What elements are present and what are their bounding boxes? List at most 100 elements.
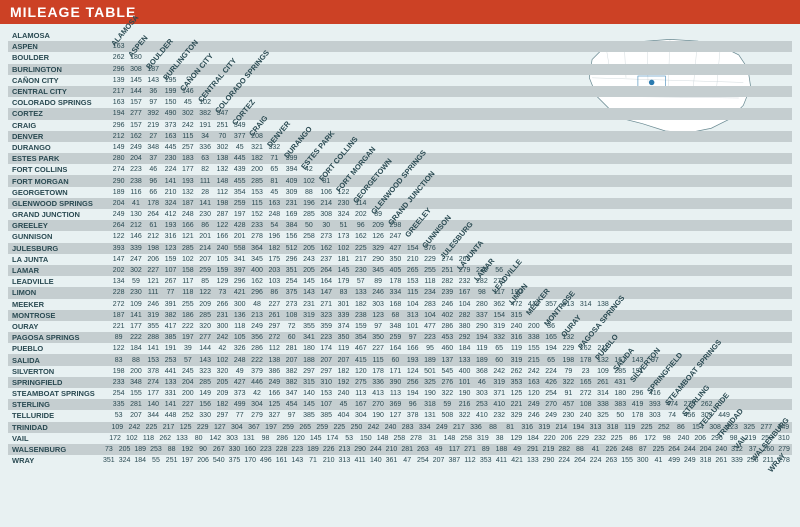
mileage-cell: 210 bbox=[162, 189, 179, 196]
mileage-cell: 297 bbox=[300, 368, 317, 375]
mileage-cell: 324 bbox=[335, 211, 352, 218]
mileage-cell: 107 bbox=[318, 401, 335, 408]
mileage-cell: 411 bbox=[494, 457, 510, 464]
mileage-cell: 251 bbox=[214, 122, 231, 129]
mileage-cell: 61 bbox=[145, 222, 162, 229]
mileage-cell: 202 bbox=[110, 267, 127, 274]
mileage-cell: 231 bbox=[283, 200, 300, 207]
mileage-cell: 272 bbox=[110, 301, 127, 308]
mileage-cell: 182 bbox=[266, 245, 283, 252]
mileage-cell: 142 bbox=[207, 435, 224, 442]
mileage-cell: 455 bbox=[231, 178, 248, 185]
mileage-cell: 277 bbox=[127, 110, 144, 117]
mileage-cell: 329 bbox=[369, 245, 386, 252]
mileage-cell: 240 bbox=[577, 412, 594, 419]
mileage-cell: 86 bbox=[196, 222, 213, 229]
mileage-cell: 249 bbox=[110, 211, 127, 218]
mileage-cell: 318 bbox=[421, 401, 438, 408]
mileage-cell: 115 bbox=[179, 133, 196, 140]
mileage-cell: 393 bbox=[646, 401, 663, 408]
mileage-cell: 242 bbox=[126, 424, 143, 431]
mileage-cell: 238 bbox=[352, 312, 369, 319]
mileage-cell: 213 bbox=[337, 446, 353, 453]
mileage-cell: 133 bbox=[456, 357, 473, 364]
mileage-cell: 304 bbox=[248, 401, 265, 408]
mileage-cell: 230 bbox=[127, 289, 144, 296]
table-row: VAIL172102118262133801423031319828612014… bbox=[8, 433, 792, 444]
mileage-cell: 97 bbox=[404, 334, 421, 341]
mileage-cell: 204 bbox=[179, 379, 196, 386]
mileage-cell: 314 bbox=[594, 390, 611, 397]
mileage-cell: 105 bbox=[231, 334, 248, 341]
mileage-cell: 145 bbox=[300, 401, 317, 408]
mileage-cell: 183 bbox=[179, 155, 196, 162]
mileage-cell: 202 bbox=[352, 211, 369, 218]
mileage-cell: 249 bbox=[127, 144, 144, 151]
mileage-cell: 353 bbox=[508, 379, 525, 386]
mileage-cell: 319 bbox=[475, 435, 492, 442]
mileage-cell: 319 bbox=[300, 312, 317, 319]
mileage-cell: 225 bbox=[638, 424, 655, 431]
mileage-cell: 122 bbox=[214, 222, 231, 229]
mileage-cell: 81 bbox=[318, 178, 335, 185]
city-label: CAÑON CITY bbox=[8, 76, 110, 85]
mileage-cell: 280 bbox=[110, 155, 127, 162]
mileage-cell: 449 bbox=[715, 412, 732, 419]
mileage-cell: 134 bbox=[110, 278, 127, 285]
mileage-cell: 88 bbox=[127, 357, 144, 364]
mileage-cell: 180 bbox=[300, 345, 317, 352]
table-row: CRAIG296157219373242191251349 bbox=[8, 120, 792, 131]
mileage-cell: 182 bbox=[335, 368, 352, 375]
mileage-cell: 325 bbox=[741, 424, 758, 431]
city-label: PUEBLO bbox=[8, 344, 110, 353]
mileage-cell: 345 bbox=[248, 256, 265, 263]
mileage-cell: 45 bbox=[335, 401, 352, 408]
mileage-cell: 404 bbox=[335, 412, 352, 419]
mileage-cell: 132 bbox=[214, 166, 231, 173]
mileage-cell: 109 bbox=[109, 424, 126, 431]
mileage-cell: 322 bbox=[439, 390, 456, 397]
mileage-cell: 499 bbox=[666, 457, 682, 464]
mileage-cell: 332 bbox=[266, 144, 283, 151]
mileage-cell: 285 bbox=[612, 368, 629, 375]
mileage-cell: 341 bbox=[231, 256, 248, 263]
mileage-cell: 169 bbox=[283, 211, 300, 218]
mileage-cell: 140 bbox=[300, 390, 317, 397]
mileage-cell: 157 bbox=[127, 99, 144, 106]
mileage-cell: 208 bbox=[248, 133, 265, 140]
mileage-cell: 71 bbox=[266, 155, 283, 162]
mileage-cell: 351 bbox=[101, 457, 117, 464]
mileage-cell: 390 bbox=[387, 379, 404, 386]
mileage-cell: 27 bbox=[145, 133, 162, 140]
mileage-cell: 285 bbox=[179, 245, 196, 252]
mileage-cell: 164 bbox=[318, 278, 335, 285]
mileage-cell: 240 bbox=[713, 446, 729, 453]
mileage-cell: 254 bbox=[283, 278, 300, 285]
mileage-cell: 222 bbox=[127, 334, 144, 341]
mileage-cell: 540 bbox=[211, 457, 227, 464]
mileage-cell: 285 bbox=[196, 379, 213, 386]
mileage-cell: 300 bbox=[635, 457, 651, 464]
mileage-cell: 120 bbox=[291, 435, 308, 442]
mileage-cell: 341 bbox=[300, 334, 317, 341]
mileage-cell: 97 bbox=[369, 323, 386, 330]
mileage-cell: 149 bbox=[196, 390, 213, 397]
mileage-cell: 164 bbox=[387, 345, 404, 352]
mileage-cell: 206 bbox=[692, 435, 709, 442]
mileage-cell: 118 bbox=[231, 323, 248, 330]
mileage-cell: 191 bbox=[162, 345, 179, 352]
mileage-cell: 163 bbox=[110, 99, 127, 106]
mileage-cell: 490 bbox=[162, 110, 179, 117]
mileage-cell: 313 bbox=[587, 424, 604, 431]
mileage-cell: 162 bbox=[127, 133, 144, 140]
mileage-cell: 184 bbox=[127, 345, 144, 352]
mileage-cell: 223 bbox=[421, 334, 438, 341]
mileage-cell: 375 bbox=[283, 289, 300, 296]
mileage-cell: 318 bbox=[698, 457, 714, 464]
mileage-cell: 249 bbox=[248, 323, 265, 330]
mileage-cell: 77 bbox=[162, 289, 179, 296]
mileage-cell: 364 bbox=[248, 245, 265, 252]
mileage-cell: 296 bbox=[283, 256, 300, 263]
mileage-cell: 441 bbox=[162, 368, 179, 375]
mileage-cell: 252 bbox=[655, 424, 672, 431]
